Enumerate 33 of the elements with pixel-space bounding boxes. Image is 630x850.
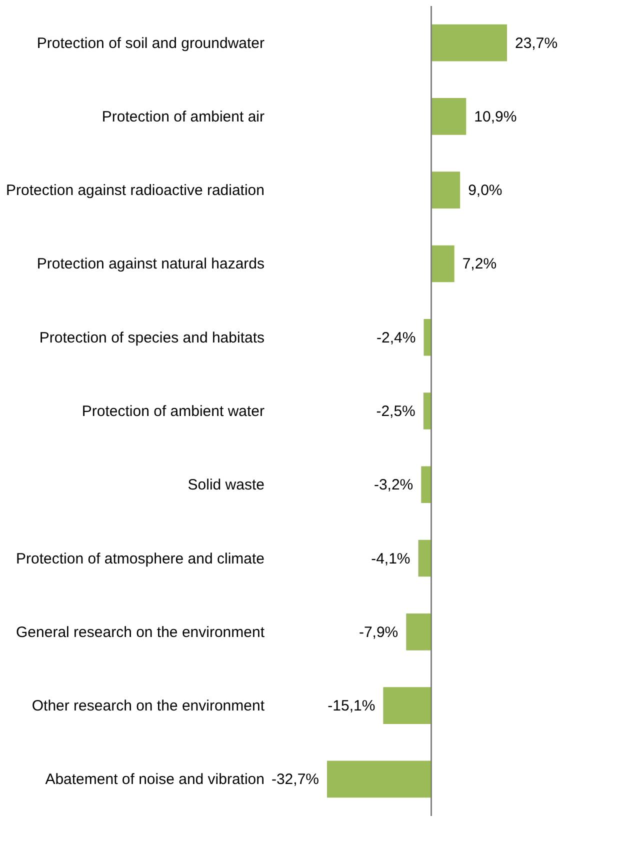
y-tick-label: Protection of ambient water	[82, 403, 265, 420]
y-tick-label: Abatement of noise and vibration	[45, 771, 264, 788]
y-tick-label: Solid waste	[188, 476, 264, 494]
bar	[383, 687, 432, 724]
data-label: -4,1%	[371, 550, 410, 568]
data-label: 10,9%	[474, 108, 517, 126]
y-tick-label: Protection of ambient air	[102, 108, 264, 126]
bar	[431, 24, 507, 62]
y-tick-label: Protection of soil and groundwater	[36, 34, 264, 52]
y-tick-label: General research on the environment	[16, 624, 266, 641]
data-label: -15,1%	[328, 698, 376, 715]
bar	[431, 98, 466, 135]
bar	[327, 760, 432, 798]
bar	[423, 392, 432, 430]
bar	[431, 245, 454, 282]
bar	[406, 614, 432, 650]
y-tick-label: Other research on the environment	[32, 698, 266, 715]
data-label: -3,2%	[374, 476, 414, 494]
data-label: 23,7%	[515, 34, 558, 52]
y-tick-label: Protection of atmosphere and climate	[16, 550, 264, 568]
data-label: -7,9%	[358, 624, 398, 641]
y-tick-label: Protection against natural hazards	[36, 256, 264, 273]
data-label: -32,7%	[271, 771, 319, 788]
y-tick-label: Protection of species and habitats	[39, 329, 264, 346]
data-label: 9,0%	[468, 182, 502, 200]
bar	[424, 318, 432, 356]
bar	[431, 172, 460, 208]
data-label: -2,4%	[376, 329, 416, 346]
bar	[418, 540, 432, 577]
data-label: -2,5%	[376, 403, 416, 420]
data-label: 7,2%	[462, 256, 497, 273]
y-tick-label: Protection against radioactive radiation	[6, 182, 264, 200]
bar	[421, 466, 432, 504]
